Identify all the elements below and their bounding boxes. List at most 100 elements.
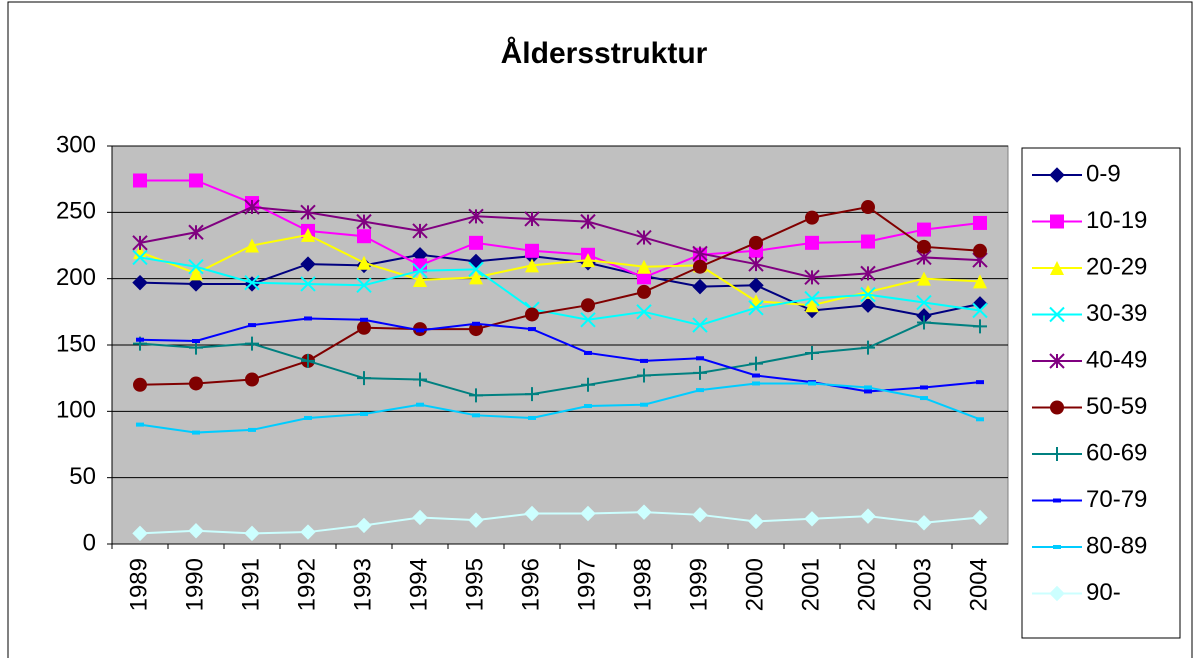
series-line [139, 233, 981, 307]
x-tick-label: 1991 [237, 558, 264, 611]
marker [248, 427, 256, 432]
marker [136, 422, 144, 427]
marker [245, 336, 259, 351]
marker [973, 274, 987, 289]
marker [413, 272, 427, 287]
marker [972, 509, 988, 526]
x-tick-label: 1989 [125, 558, 152, 611]
marker [360, 317, 368, 322]
marker [136, 337, 144, 342]
marker [244, 525, 260, 542]
marker [1053, 545, 1061, 549]
y-tick-label: 200 [56, 264, 96, 291]
marker [692, 507, 708, 523]
legend-label: 20-29 [1086, 253, 1147, 280]
marker [916, 515, 932, 531]
marker [973, 319, 987, 334]
x-tick-label: 2000 [741, 558, 768, 611]
marker [132, 274, 148, 291]
marker [357, 229, 371, 244]
marker [1049, 306, 1065, 323]
marker [804, 511, 820, 527]
marker [1050, 447, 1064, 461]
marker [357, 255, 371, 270]
marker [132, 235, 148, 251]
marker [1049, 353, 1065, 369]
legend-label: 30-39 [1086, 300, 1147, 327]
marker [805, 298, 819, 313]
marker [301, 227, 315, 242]
marker [1049, 585, 1065, 602]
series-line [139, 253, 981, 317]
marker [636, 304, 652, 320]
x-tick-label: 1997 [573, 558, 600, 611]
marker [748, 277, 764, 294]
marker [808, 381, 816, 386]
marker [192, 339, 200, 344]
marker [413, 258, 427, 273]
marker [356, 517, 372, 534]
series-line [139, 321, 981, 397]
y-tick-label: 50 [69, 463, 96, 490]
marker [916, 294, 932, 311]
marker [640, 358, 648, 363]
legend-label: 80-89 [1086, 532, 1147, 559]
marker [412, 223, 428, 239]
legend-label: 60-69 [1086, 439, 1147, 466]
x-tick-label: 1998 [629, 558, 656, 611]
marker [245, 238, 259, 253]
marker [189, 173, 203, 188]
legend-label: 90- [1086, 579, 1121, 606]
marker [528, 327, 536, 332]
marker [1050, 261, 1064, 275]
marker [692, 278, 708, 295]
marker [581, 377, 595, 392]
marker [1050, 400, 1064, 415]
marker [356, 277, 372, 294]
marker [976, 417, 984, 422]
marker [469, 270, 483, 285]
marker [805, 345, 819, 360]
legend-label: 0-9 [1086, 160, 1121, 187]
marker [133, 245, 147, 260]
marker [805, 210, 819, 225]
marker [524, 505, 540, 522]
marker [637, 270, 651, 285]
marker [188, 259, 204, 275]
marker [748, 300, 764, 316]
marker [416, 402, 424, 407]
legend-label: 50-59 [1086, 393, 1147, 420]
marker [804, 269, 820, 286]
marker [973, 215, 987, 230]
marker [637, 284, 651, 299]
marker [748, 513, 764, 530]
marker [861, 340, 875, 355]
marker [749, 356, 763, 371]
marker [640, 402, 648, 407]
series-line [139, 511, 981, 535]
marker [356, 213, 372, 230]
marker [524, 211, 540, 227]
marker [973, 243, 987, 258]
y-tick-label: 250 [56, 198, 96, 225]
marker [360, 411, 368, 416]
marker [636, 504, 652, 520]
marker [304, 415, 312, 420]
marker [469, 235, 483, 250]
marker [584, 350, 592, 355]
legend-label: 40-49 [1086, 346, 1147, 373]
marker [1049, 167, 1065, 183]
marker [972, 302, 988, 319]
marker [693, 365, 707, 380]
y-tick-label: 0 [83, 529, 96, 556]
marker [637, 259, 651, 274]
legend [1021, 147, 1181, 639]
marker [528, 415, 536, 420]
series-line [140, 179, 981, 279]
legend-label: 70-79 [1086, 486, 1147, 513]
y-tick-label: 100 [56, 397, 96, 424]
marker [861, 200, 875, 215]
marker [468, 208, 484, 225]
series-line [139, 256, 981, 327]
x-tick-label: 1992 [293, 558, 320, 611]
